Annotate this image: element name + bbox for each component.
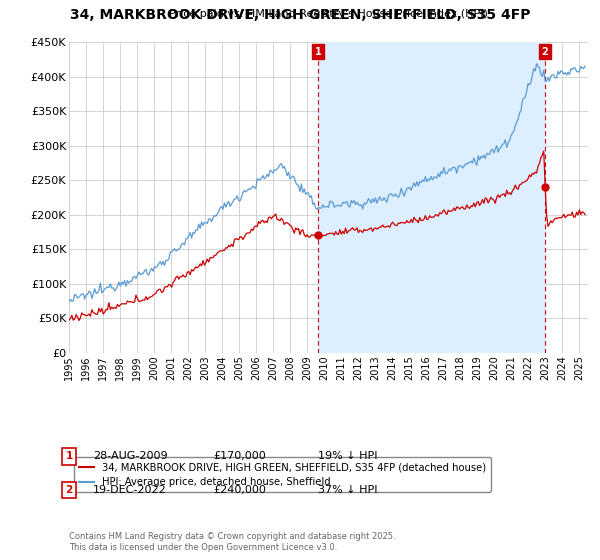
Text: Contains HM Land Registry data © Crown copyright and database right 2025.
This d: Contains HM Land Registry data © Crown c…	[69, 532, 395, 552]
Text: 19-DEC-2022: 19-DEC-2022	[93, 485, 167, 495]
Title: Price paid vs. HM Land Registry's House Price Index (HPI): Price paid vs. HM Land Registry's House …	[169, 9, 488, 19]
Text: 2: 2	[65, 485, 73, 495]
Text: 1: 1	[315, 46, 322, 57]
Bar	[318, 42, 545, 353]
Text: 28-AUG-2009: 28-AUG-2009	[93, 451, 167, 461]
Text: 2: 2	[541, 46, 548, 57]
Text: 34, MARKBROOK DRIVE, HIGH GREEN, SHEFFIELD, S35 4FP: 34, MARKBROOK DRIVE, HIGH GREEN, SHEFFIE…	[70, 8, 530, 22]
Legend: 34, MARKBROOK DRIVE, HIGH GREEN, SHEFFIELD, S35 4FP (detached house), HPI: Avera: 34, MARKBROOK DRIVE, HIGH GREEN, SHEFFIE…	[74, 458, 491, 492]
Text: £240,000: £240,000	[213, 485, 266, 495]
Text: 37% ↓ HPI: 37% ↓ HPI	[318, 485, 377, 495]
Text: 19% ↓ HPI: 19% ↓ HPI	[318, 451, 377, 461]
Text: 1: 1	[65, 451, 73, 461]
Text: £170,000: £170,000	[213, 451, 266, 461]
